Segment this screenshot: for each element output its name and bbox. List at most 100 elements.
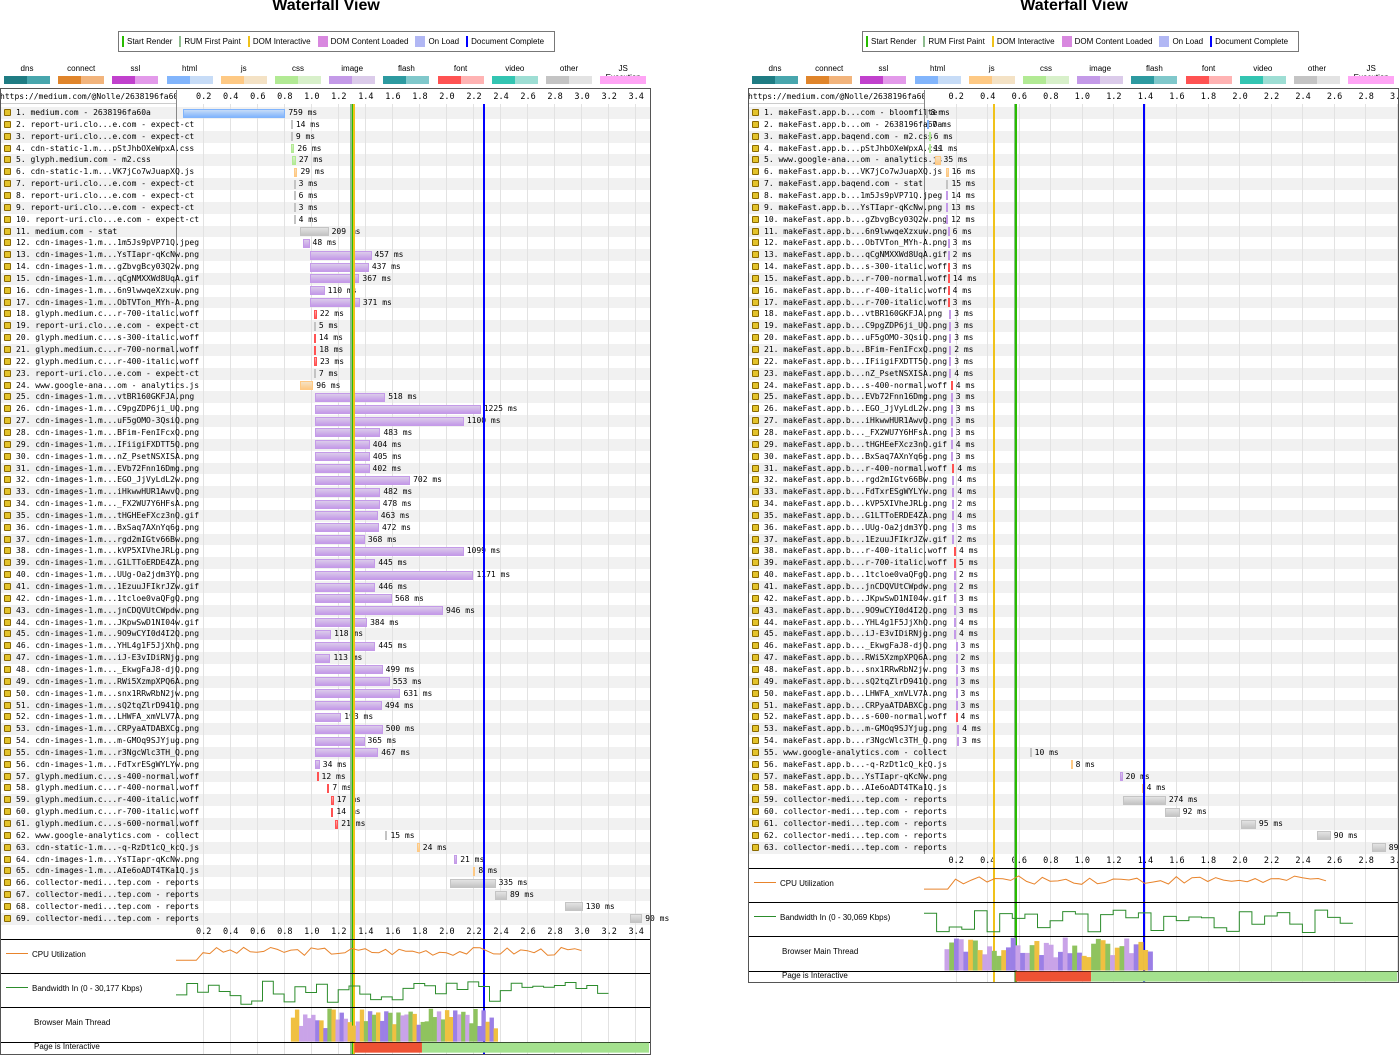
- request-row-label[interactable]: 66. collector-medi...tep.com - reports: [4, 877, 199, 889]
- request-row-label[interactable]: 9. makeFast.app.b...YsTIapr-qKcNw.png: [752, 202, 942, 214]
- request-bar[interactable]: [315, 724, 383, 734]
- request-bar[interactable]: [946, 215, 949, 225]
- request-bar[interactable]: [315, 760, 320, 770]
- request-bar[interactable]: [955, 689, 958, 699]
- request-row-label[interactable]: 21. makeFast.app.b...BFim-FenIFcxQ.png: [752, 344, 947, 356]
- request-bar[interactable]: [952, 499, 955, 509]
- request-bar[interactable]: [950, 452, 953, 462]
- request-row-label[interactable]: 63. collector-medi...tep.com - reports: [752, 842, 947, 854]
- request-row-label[interactable]: 36. makeFast.app.b...UUg-Oa2jdm3YQ.png: [752, 522, 947, 534]
- request-bar[interactable]: [947, 286, 950, 296]
- request-bar[interactable]: [309, 250, 372, 260]
- request-bar[interactable]: [313, 345, 317, 355]
- request-row-label[interactable]: 46. makeFast.app.b..._EkwgFaJ8-djQ.png: [752, 640, 947, 652]
- request-bar[interactable]: [1029, 748, 1032, 758]
- request-row-label[interactable]: 34. makeFast.app.b...kVP5XIVheJRLg.png: [752, 498, 947, 510]
- request-bar[interactable]: [315, 701, 382, 710]
- request-row-label[interactable]: 16. cdn-images-1.m...6n9lwwqeXzxuw.png: [4, 285, 199, 297]
- request-row-label[interactable]: 26. makeFast.app.b...EGO_JjVyLdL2w.png: [752, 403, 947, 415]
- request-bar[interactable]: [327, 783, 330, 793]
- request-row-label[interactable]: 57. glyph.medium.c...s-400-normal.woff: [4, 771, 199, 783]
- request-bar[interactable]: [952, 535, 955, 545]
- request-row-label[interactable]: 1. makeFast.app.b...com - bloomfilter: [752, 107, 942, 119]
- request-bar[interactable]: [630, 914, 643, 924]
- request-row-label[interactable]: 59. glyph.medium.c...r-400-italic.woff: [4, 794, 199, 806]
- request-row-label[interactable]: 30. makeFast.app.b...BxSaq7AXnYq6g.png: [752, 451, 947, 463]
- request-bar[interactable]: [952, 523, 955, 533]
- request-bar[interactable]: [315, 570, 474, 580]
- request-bar[interactable]: [315, 618, 368, 628]
- request-bar[interactable]: [927, 120, 930, 130]
- request-row-label[interactable]: 60. glyph.medium.c...r-700-italic.woff: [4, 806, 199, 818]
- request-row-label[interactable]: 49. makeFast.app.b...sQ2tqZlrD941Q.png: [752, 676, 947, 688]
- request-row-label[interactable]: 40. makeFast.app.b...1tcloe0vaQFgQ.png: [752, 569, 947, 581]
- request-row-label[interactable]: 25. makeFast.app.b...EVb72Fnn16Dmg.png: [752, 391, 947, 403]
- request-row-label[interactable]: 6. cdn-static-1.m...VK7jCo7wJuapXQ.js: [4, 166, 194, 178]
- request-bar[interactable]: [925, 108, 928, 118]
- request-bar[interactable]: [309, 286, 325, 296]
- request-row-label[interactable]: 49. cdn-images-1.m...RWi5XzmpXPQ6A.png: [4, 676, 199, 688]
- request-bar[interactable]: [950, 428, 953, 438]
- request-bar[interactable]: [565, 902, 583, 912]
- request-bar[interactable]: [1316, 831, 1331, 841]
- request-bar[interactable]: [950, 381, 953, 391]
- request-bar[interactable]: [315, 499, 380, 509]
- request-bar[interactable]: [315, 736, 365, 746]
- request-row-label[interactable]: 54. makeFast.app.b...r3NgcWlc3TH_Q.png: [752, 735, 947, 747]
- request-bar[interactable]: [935, 155, 941, 165]
- request-bar[interactable]: [331, 807, 334, 817]
- request-bar[interactable]: [952, 511, 955, 521]
- request-bar[interactable]: [315, 558, 376, 568]
- request-bar[interactable]: [952, 464, 955, 473]
- request-bar[interactable]: [949, 333, 952, 343]
- request-bar[interactable]: [928, 144, 931, 154]
- request-bar[interactable]: [315, 511, 378, 521]
- request-row-label[interactable]: 14. makeFast.app.b...s-300-italic.woff: [752, 261, 947, 273]
- request-row-label[interactable]: 15. makeFast.app.b...r-700-normal.woff: [752, 273, 947, 285]
- request-bar[interactable]: [450, 878, 496, 888]
- request-row-label[interactable]: 17. cdn-images-1.m...ObTVTon_MYh-A.png: [4, 297, 199, 309]
- request-row-label[interactable]: 51. cdn-images-1.m...sQ2tqZlrD941Q.png: [4, 700, 199, 712]
- request-row-label[interactable]: 28. makeFast.app.b..._FX2WU7Y6HFsA.png: [752, 427, 947, 439]
- request-row-label[interactable]: 62. collector-medi...tep.com - reports: [752, 830, 947, 842]
- request-bar[interactable]: [953, 546, 956, 556]
- request-row-label[interactable]: 62. www.google-analytics.com - collect: [4, 830, 199, 842]
- request-bar[interactable]: [315, 712, 342, 722]
- request-row-label[interactable]: 67. collector-medi...tep.com - reports: [4, 889, 199, 901]
- request-bar[interactable]: [290, 132, 293, 142]
- request-row-label[interactable]: 23. report-uri.clo...e.com - expect-ct: [4, 368, 199, 380]
- request-row-label[interactable]: 37. makeFast.app.b...1EzuuJFIkrJZw.gif: [752, 534, 947, 546]
- request-row-label[interactable]: 63. cdn-static-1.m...-q-RzDt1cQ_kcQ.js: [4, 842, 199, 854]
- request-row-label[interactable]: 10. makeFast.app.b...gZbvgBcy03Q2w.png: [752, 214, 947, 226]
- request-row-label[interactable]: 22. makeFast.app.b...IFiigiFXDTT5Q.png: [752, 356, 947, 368]
- request-row-label[interactable]: 3. report-uri.clo...e.com - expect-ct: [4, 131, 194, 143]
- request-bar[interactable]: [955, 712, 958, 722]
- request-row-label[interactable]: 61. glyph.medium.c...s-600-normal.woff: [4, 818, 199, 830]
- request-row-label[interactable]: 29. makeFast.app.b...tHGHEeFXcz3nQ.gif: [752, 439, 947, 451]
- request-bar[interactable]: [293, 167, 298, 177]
- request-bar[interactable]: [315, 428, 381, 438]
- request-bar[interactable]: [313, 321, 316, 331]
- request-row-label[interactable]: 38. makeFast.app.b...r-400-italic.woff: [752, 545, 947, 557]
- request-bar[interactable]: [1141, 783, 1144, 793]
- request-bar[interactable]: [315, 475, 411, 485]
- request-bar[interactable]: [949, 369, 952, 379]
- request-bar[interactable]: [952, 475, 955, 485]
- request-row-label[interactable]: 3. makeFast.app.baqend.com - m2.css: [752, 131, 933, 143]
- request-row-label[interactable]: 52. cdn-images-1.m...LHWFA_xmVLV7A.png: [4, 711, 199, 723]
- request-row-label[interactable]: 33. makeFast.app.b...FdTxrESgWYLYw.png: [752, 486, 947, 498]
- request-bar[interactable]: [1371, 843, 1386, 853]
- request-bar[interactable]: [955, 701, 958, 710]
- request-bar[interactable]: [1165, 807, 1180, 817]
- request-row-label[interactable]: 47. makeFast.app.b...RWi5XzmpXPQ6A.png: [752, 652, 947, 664]
- request-bar[interactable]: [315, 440, 370, 450]
- request-row-label[interactable]: 6. makeFast.app.b...VK7jCo7wJuapXQ.js: [752, 166, 942, 178]
- request-bar[interactable]: [315, 582, 376, 592]
- request-bar[interactable]: [293, 203, 296, 213]
- request-bar[interactable]: [949, 321, 952, 331]
- request-bar[interactable]: [313, 309, 317, 319]
- request-bar[interactable]: [454, 855, 458, 865]
- request-row-label[interactable]: 7. report-uri.clo...e.com - expect-ct: [4, 178, 194, 190]
- request-bar[interactable]: [309, 298, 360, 308]
- request-row-label[interactable]: 42. makeFast.app.b...JKpwSwD1NI04w.gif: [752, 593, 947, 605]
